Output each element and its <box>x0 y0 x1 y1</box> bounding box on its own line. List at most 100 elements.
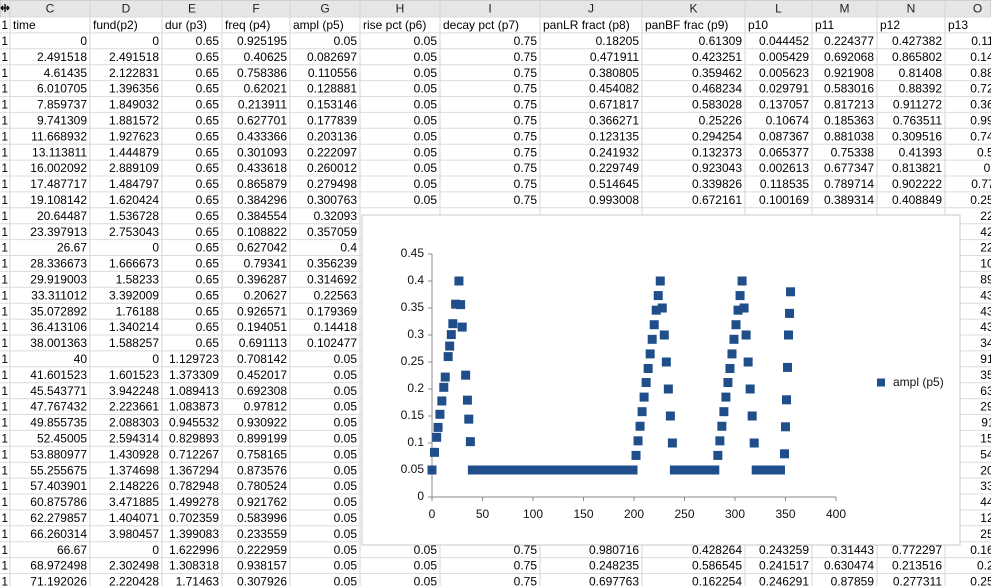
cell[interactable]: 0.05 <box>334 400 358 414</box>
cell[interactable]: 38.001363 <box>30 336 87 350</box>
cell[interactable]: 0.65 <box>196 225 220 239</box>
cell[interactable]: 0.128881 <box>307 82 357 96</box>
cell[interactable]: 0.100169 <box>759 193 809 207</box>
cell[interactable]: p12 <box>880 18 900 32</box>
cell[interactable]: 0.41393 <box>899 145 943 159</box>
cell[interactable]: 0.177839 <box>307 114 357 128</box>
cell[interactable]: 0.294254 <box>692 129 742 143</box>
cell[interactable]: 20.64487 <box>37 209 87 223</box>
cell[interactable]: 0.05 <box>414 559 438 573</box>
cell[interactable]: decay pct (p7) <box>443 18 519 32</box>
cell[interactable]: 0.339826 <box>692 177 742 191</box>
cell[interactable]: 1.536728 <box>109 209 159 223</box>
cell[interactable]: 0.05 <box>334 368 358 382</box>
cell[interactable]: 4341 <box>980 304 991 318</box>
cell[interactable]: 3.942248 <box>109 384 159 398</box>
cell[interactable]: 0.18205 <box>596 34 640 48</box>
cell[interactable]: 0.300763 <box>307 193 357 207</box>
cell[interactable]: p11 <box>815 18 834 32</box>
cell[interactable]: 2.220428 <box>109 575 159 586</box>
cell[interactable]: 0.758165 <box>237 447 287 461</box>
cell[interactable]: 0.108822 <box>237 225 287 239</box>
cell[interactable]: 0.132373 <box>692 145 742 159</box>
cell[interactable]: 0.213911 <box>238 98 287 112</box>
cell[interactable]: 0.471911 <box>590 50 639 64</box>
cell[interactable]: 0.65 <box>196 129 220 143</box>
cell[interactable]: 0.301093 <box>237 145 287 159</box>
cell[interactable]: 0.05 <box>334 463 358 477</box>
cell[interactable]: 0.65 <box>196 304 220 318</box>
cell[interactable]: 0.65 <box>196 145 220 159</box>
cell[interactable]: 0.87859 <box>831 575 875 586</box>
cell[interactable]: 0.65 <box>196 66 220 80</box>
cell[interactable]: 1.308318 <box>169 559 219 573</box>
cell[interactable]: 1 <box>1 559 8 573</box>
cell[interactable]: 0.81408 <box>899 66 943 80</box>
cell[interactable]: 2.491518 <box>37 50 87 64</box>
cell[interactable]: 7.859737 <box>37 98 87 112</box>
column-letter[interactable]: K <box>689 2 697 16</box>
cell[interactable]: 0.452017 <box>237 368 287 382</box>
cell[interactable]: 1 <box>1 257 8 271</box>
cell[interactable]: 1.404071 <box>109 511 159 525</box>
cell[interactable]: 1.622996 <box>169 543 219 557</box>
cell[interactable]: 0.630474 <box>824 559 874 573</box>
cell[interactable]: 1.430928 <box>109 447 159 461</box>
cell[interactable]: 0.789714 <box>824 177 874 191</box>
cell[interactable]: 1 <box>1 463 8 477</box>
cell[interactable]: 0.865879 <box>237 177 287 191</box>
cell[interactable]: 0.05 <box>334 479 358 493</box>
cell[interactable]: 1 <box>1 352 8 366</box>
cell[interactable]: 0.65 <box>196 98 220 112</box>
cell[interactable]: 0.123135 <box>589 129 639 143</box>
cell[interactable]: 0 <box>80 34 87 48</box>
cell[interactable]: 60.875786 <box>30 495 87 509</box>
cell[interactable]: 0.817213 <box>824 98 874 112</box>
cell[interactable]: 0.980716 <box>589 543 639 557</box>
cell[interactable]: ampl (p5) <box>293 18 344 32</box>
cell[interactable]: 0.702359 <box>169 511 219 525</box>
cell[interactable]: 0.243259 <box>759 543 809 557</box>
cell[interactable]: 0.05 <box>414 98 438 112</box>
cell[interactable]: freq (p4) <box>225 18 270 32</box>
cell[interactable]: 6.010705 <box>37 82 87 96</box>
cell[interactable]: 0.993008 <box>589 193 639 207</box>
cell[interactable]: 1 <box>1 543 8 557</box>
cell[interactable]: 0.05 <box>414 543 438 557</box>
cell[interactable]: 0.246291 <box>759 575 809 586</box>
cell[interactable]: 0.1162 <box>971 34 991 48</box>
cell[interactable]: 0.05 <box>414 161 438 175</box>
cell[interactable]: 1.927623 <box>109 129 159 143</box>
cell[interactable]: 4488 <box>980 495 991 509</box>
cell[interactable]: 0.921762 <box>237 495 287 509</box>
cell[interactable]: 0.671817 <box>589 98 639 112</box>
cell[interactable]: 68.972498 <box>30 559 87 573</box>
cell[interactable]: 0.672161 <box>692 193 742 207</box>
cell[interactable]: 0.179369 <box>307 304 357 318</box>
cell[interactable]: 1233 <box>980 511 991 525</box>
cell[interactable]: 1.666673 <box>109 257 159 271</box>
cell[interactable]: 1 <box>1 273 8 287</box>
cell[interactable]: 0.586545 <box>692 559 742 573</box>
cell[interactable]: 0.277311 <box>893 575 942 586</box>
embedded-chart[interactable]: 0 0.05 0.1 0.15 0.2 0.25 0.3 0.35 0.4 0.45 0 50 100 1… <box>361 214 961 546</box>
cell[interactable]: 0.75 <box>514 82 538 96</box>
cell[interactable]: 0.945532 <box>169 416 219 430</box>
cell[interactable]: 0.772297 <box>892 543 942 557</box>
cell[interactable]: 0.05 <box>334 447 358 461</box>
cell[interactable]: 0.65 <box>196 193 220 207</box>
cell[interactable]: 0.314692 <box>307 273 357 287</box>
column-letter[interactable]: O <box>973 2 982 16</box>
cell[interactable]: 3588 <box>980 368 991 382</box>
cell[interactable]: 0.758386 <box>237 66 287 80</box>
cell[interactable]: panLR fract (p8) <box>543 18 630 32</box>
cell[interactable]: 0.356239 <box>307 257 357 271</box>
cell[interactable]: 23.397913 <box>30 225 87 239</box>
cell[interactable]: 0.75 <box>514 66 538 80</box>
cell[interactable]: 0.692308 <box>237 384 287 398</box>
cell[interactable]: 0.222097 <box>307 145 357 159</box>
cell[interactable]: 0.65 <box>196 336 220 350</box>
cell[interactable]: 0.79341 <box>244 257 288 271</box>
cell[interactable]: 0.75 <box>514 129 538 143</box>
column-letter[interactable]: J <box>588 2 594 16</box>
